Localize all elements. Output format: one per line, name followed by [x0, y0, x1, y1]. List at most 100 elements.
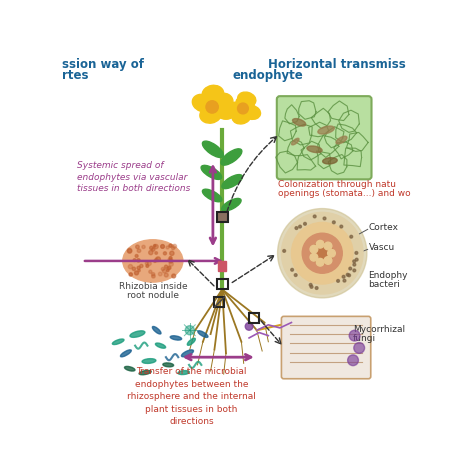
Circle shape [313, 215, 316, 218]
Circle shape [310, 254, 318, 261]
Circle shape [152, 248, 155, 251]
Circle shape [245, 322, 253, 330]
Ellipse shape [187, 338, 195, 346]
Circle shape [311, 242, 333, 264]
Circle shape [304, 222, 306, 225]
Text: Transfer of the microbial
endophytes between the
rhizosphere and the internal
pl: Transfer of the microbial endophytes bet… [127, 367, 256, 426]
Circle shape [324, 256, 332, 264]
Ellipse shape [112, 339, 124, 345]
Circle shape [185, 326, 194, 335]
Ellipse shape [130, 331, 145, 337]
Circle shape [166, 269, 169, 272]
Circle shape [132, 267, 136, 271]
Ellipse shape [292, 138, 299, 145]
Text: endophyte: endophyte [233, 69, 304, 82]
Circle shape [147, 262, 151, 265]
Circle shape [163, 269, 166, 273]
Ellipse shape [123, 240, 183, 282]
Ellipse shape [221, 149, 242, 165]
Ellipse shape [200, 106, 221, 123]
Text: ssion way of: ssion way of [62, 58, 144, 72]
Ellipse shape [336, 136, 347, 144]
Circle shape [302, 233, 342, 273]
Circle shape [346, 273, 349, 276]
Circle shape [172, 246, 174, 250]
Bar [217, 279, 228, 290]
FancyBboxPatch shape [282, 316, 371, 379]
Circle shape [299, 225, 301, 228]
Ellipse shape [178, 371, 190, 374]
Circle shape [149, 250, 153, 255]
Circle shape [310, 285, 313, 288]
Circle shape [135, 271, 138, 275]
Circle shape [169, 244, 172, 247]
Circle shape [137, 259, 140, 262]
Text: fungi: fungi [353, 334, 376, 343]
Circle shape [133, 259, 136, 262]
Circle shape [138, 269, 140, 272]
Bar [214, 297, 225, 307]
Circle shape [332, 221, 335, 224]
Circle shape [161, 267, 164, 271]
Ellipse shape [163, 363, 173, 367]
Bar [249, 312, 259, 322]
Ellipse shape [307, 146, 322, 153]
Circle shape [278, 209, 367, 298]
Circle shape [164, 273, 168, 277]
Circle shape [294, 273, 297, 276]
Circle shape [154, 245, 158, 249]
Circle shape [349, 267, 352, 270]
Circle shape [140, 264, 143, 268]
Circle shape [337, 280, 339, 283]
Circle shape [167, 267, 170, 270]
Ellipse shape [227, 102, 245, 116]
Circle shape [168, 258, 171, 261]
Ellipse shape [170, 336, 182, 340]
Ellipse shape [142, 359, 156, 364]
Text: root nodule: root nodule [127, 291, 179, 300]
Circle shape [323, 217, 326, 220]
Ellipse shape [318, 126, 334, 134]
Ellipse shape [211, 93, 233, 110]
Circle shape [353, 263, 356, 266]
Text: Endophy: Endophy [368, 271, 408, 280]
Circle shape [142, 245, 145, 248]
Circle shape [291, 268, 293, 271]
Circle shape [158, 272, 162, 276]
Circle shape [161, 245, 164, 248]
Circle shape [128, 249, 132, 253]
Circle shape [206, 101, 219, 113]
Circle shape [150, 246, 153, 250]
Ellipse shape [120, 350, 131, 357]
Circle shape [347, 355, 358, 365]
Circle shape [169, 262, 173, 266]
Text: Vascu: Vascu [368, 243, 395, 252]
Ellipse shape [192, 94, 213, 112]
Circle shape [152, 274, 155, 278]
Circle shape [315, 287, 318, 290]
Ellipse shape [125, 366, 135, 371]
Bar [217, 212, 228, 222]
Circle shape [283, 249, 285, 252]
Ellipse shape [237, 92, 256, 106]
Circle shape [354, 343, 365, 353]
Text: Systemic spread of
endophytes via vascular
tissues in both directions: Systemic spread of endophytes via vascul… [77, 161, 191, 193]
Circle shape [356, 258, 358, 261]
Circle shape [155, 252, 157, 255]
Ellipse shape [198, 331, 208, 337]
Ellipse shape [201, 165, 222, 179]
Circle shape [309, 283, 312, 286]
Circle shape [166, 246, 169, 249]
Circle shape [149, 270, 152, 273]
Circle shape [128, 264, 133, 269]
Circle shape [170, 251, 174, 255]
Ellipse shape [155, 343, 165, 348]
Ellipse shape [292, 118, 306, 126]
Circle shape [310, 246, 318, 253]
Circle shape [146, 264, 149, 267]
Circle shape [328, 249, 335, 257]
Circle shape [316, 240, 324, 248]
Circle shape [128, 248, 132, 253]
Ellipse shape [232, 110, 251, 124]
Text: Horizontal transmiss: Horizontal transmiss [268, 58, 406, 72]
